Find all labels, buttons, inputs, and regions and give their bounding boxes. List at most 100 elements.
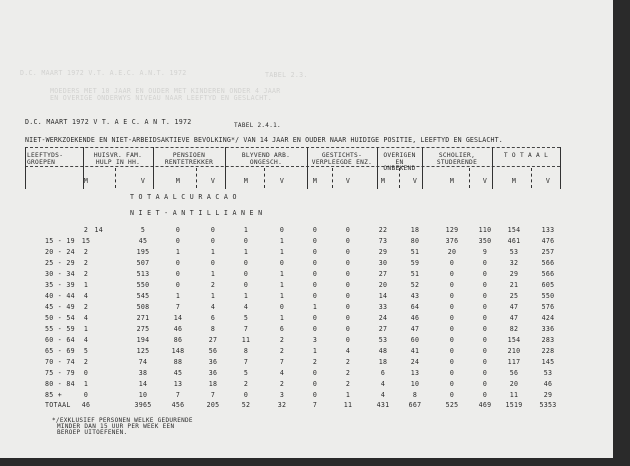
- table-cell: 1: [243, 226, 249, 234]
- table-cell: 0: [449, 281, 455, 289]
- total-cell: 32: [277, 401, 287, 409]
- table-cell: 11: [241, 336, 251, 344]
- table-cell: 0: [312, 270, 318, 278]
- column-subheader: V: [545, 177, 551, 185]
- table-cell: 1: [312, 347, 318, 355]
- table-cell: 0: [345, 281, 351, 289]
- table-cell: 0: [175, 270, 181, 278]
- table-cell: 0: [482, 391, 488, 399]
- table-cell: 0: [482, 292, 488, 300]
- table-cell: 14: [138, 380, 148, 388]
- table-cell: 0: [210, 226, 216, 234]
- table-cell: 0: [312, 237, 318, 245]
- table-cell: 0: [482, 336, 488, 344]
- table-cell: 0: [482, 325, 488, 333]
- table-cell: 0: [449, 325, 455, 333]
- table-cell: 195: [136, 248, 150, 256]
- column-subheader: V: [140, 177, 146, 185]
- column-header-group: GESTICHTS- VERPLEEGDE ENZ.: [311, 152, 373, 166]
- column-header-group: PENSIOEN RENTETREKKER: [164, 152, 214, 166]
- table-cell: 0: [449, 391, 455, 399]
- table-cell: 33: [378, 303, 388, 311]
- table-cell: 3: [312, 336, 318, 344]
- table-cell: 2: [83, 259, 89, 267]
- divider: [25, 147, 560, 148]
- table-cell: 20: [447, 248, 457, 256]
- column-separator: [25, 147, 26, 189]
- table-cell: 41: [410, 347, 420, 355]
- column-header-group: SCHOLIER, STUDERENDE: [436, 152, 478, 166]
- table-cell: 145: [541, 358, 555, 366]
- table-cell: 1: [279, 248, 285, 256]
- table-cell: 0: [345, 270, 351, 278]
- table-cell: 0: [449, 259, 455, 267]
- table-cell: 73: [378, 237, 388, 245]
- column-subheader: M: [243, 177, 249, 185]
- row-age-label: 50 - 54: [45, 314, 75, 322]
- table-cell: 30: [378, 259, 388, 267]
- table-cell: 13: [173, 380, 183, 388]
- table-cell: 2: [345, 369, 351, 377]
- table-cell: 4: [380, 391, 386, 399]
- table-cell: 14: [173, 314, 183, 322]
- table-cell: 0: [243, 391, 249, 399]
- table-cell: 154: [507, 336, 521, 344]
- table-cell: 350: [478, 237, 492, 245]
- row-age-label: 35 - 39: [45, 281, 75, 289]
- subcolumn-separator: [399, 168, 400, 188]
- table-cell: 29: [543, 391, 553, 399]
- table-cell: 566: [541, 259, 555, 267]
- table-cell: 0: [345, 336, 351, 344]
- table-cell: 1: [279, 270, 285, 278]
- table-cell: 10: [410, 380, 420, 388]
- table-cell: 8: [243, 347, 249, 355]
- table-cell: 0: [312, 259, 318, 267]
- table-cell: 0: [345, 226, 351, 234]
- table-cell: 545: [136, 292, 150, 300]
- table-cell: 6: [210, 314, 216, 322]
- table-cell: 0: [449, 292, 455, 300]
- table-cell: 43: [410, 292, 420, 300]
- table-cell: 507: [136, 259, 150, 267]
- table-cell: 2: [243, 380, 249, 388]
- table-cell: 53: [509, 248, 519, 256]
- table-cell: 6: [279, 325, 285, 333]
- table-cell: 1: [83, 380, 89, 388]
- column-subheader: M: [312, 177, 318, 185]
- table-cell: 228: [541, 347, 555, 355]
- divider: [25, 166, 560, 167]
- table-cell: 2: [279, 347, 285, 355]
- table-cell: 0: [243, 237, 249, 245]
- table-cell: 4: [83, 292, 89, 300]
- row-age-label: 45 - 49: [45, 303, 75, 311]
- table-cell: 2: [279, 380, 285, 388]
- table-cell: 25: [509, 292, 519, 300]
- table-cell: 2: [345, 380, 351, 388]
- subcolumn-separator: [531, 168, 532, 188]
- table-cell: 0: [345, 292, 351, 300]
- table-cell: 7: [175, 391, 181, 399]
- row-age-label: 40 - 44: [45, 292, 75, 300]
- table-cell: 20: [378, 281, 388, 289]
- table-cell: 86: [173, 336, 183, 344]
- table-cell: 82: [509, 325, 519, 333]
- column-separator: [560, 147, 561, 189]
- table-cell: 1: [175, 292, 181, 300]
- source-line: D.C. MAART 1972 V T. A E C. A N T. 1972: [25, 118, 192, 126]
- table-cell: 2: [83, 303, 89, 311]
- table-cell: 0: [175, 226, 181, 234]
- table-cell: 4: [380, 380, 386, 388]
- table-cell: 0: [482, 270, 488, 278]
- table-cell: 1: [345, 391, 351, 399]
- table-cell: 2: [279, 336, 285, 344]
- total-cell: 667: [408, 401, 422, 409]
- table-cell: 2: [83, 358, 89, 366]
- table-cell: 0: [345, 237, 351, 245]
- table-cell: 2: [345, 358, 351, 366]
- table-cell: 56: [208, 347, 218, 355]
- table-cell: 0: [279, 303, 285, 311]
- table-cell: 45: [138, 237, 148, 245]
- table-cell: 271: [136, 314, 150, 322]
- column-separator: [83, 147, 84, 189]
- column-header-group: T O T A A L: [503, 152, 549, 159]
